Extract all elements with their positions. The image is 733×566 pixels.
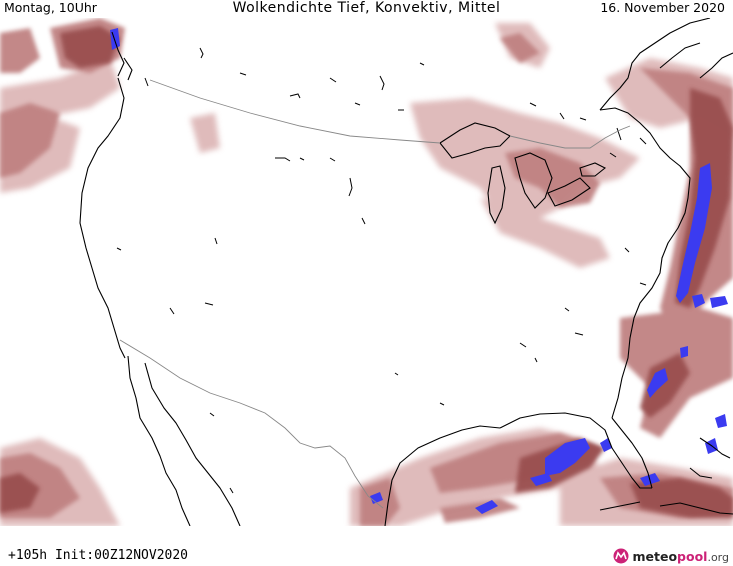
- national-borders: [119, 79, 631, 509]
- meteopool-logo-text: meteopool.org: [632, 548, 729, 564]
- convective-cells: [110, 28, 728, 514]
- forecast-run-info: +105h Init:00Z12NOV2020: [8, 548, 189, 563]
- cloud-layer-light: [0, 23, 733, 526]
- lake-speckles: [116, 47, 647, 494]
- meteopool-logo-icon: [613, 548, 629, 564]
- footer-bar: +105h Init:00Z12NOV2020 meteopool.org: [0, 526, 733, 566]
- meteopool-logo[interactable]: meteopool.org: [613, 546, 729, 566]
- great-lakes: [439, 122, 607, 225]
- map-title: Wolkendichte Tief, Konvektiv, Mittel: [232, 0, 501, 16]
- valid-day-time: Montag, 10Uhr: [4, 0, 97, 15]
- valid-date: 16. November 2020: [600, 0, 725, 15]
- cloud-cover-map: [0, 18, 733, 526]
- coastlines: [79, 18, 733, 526]
